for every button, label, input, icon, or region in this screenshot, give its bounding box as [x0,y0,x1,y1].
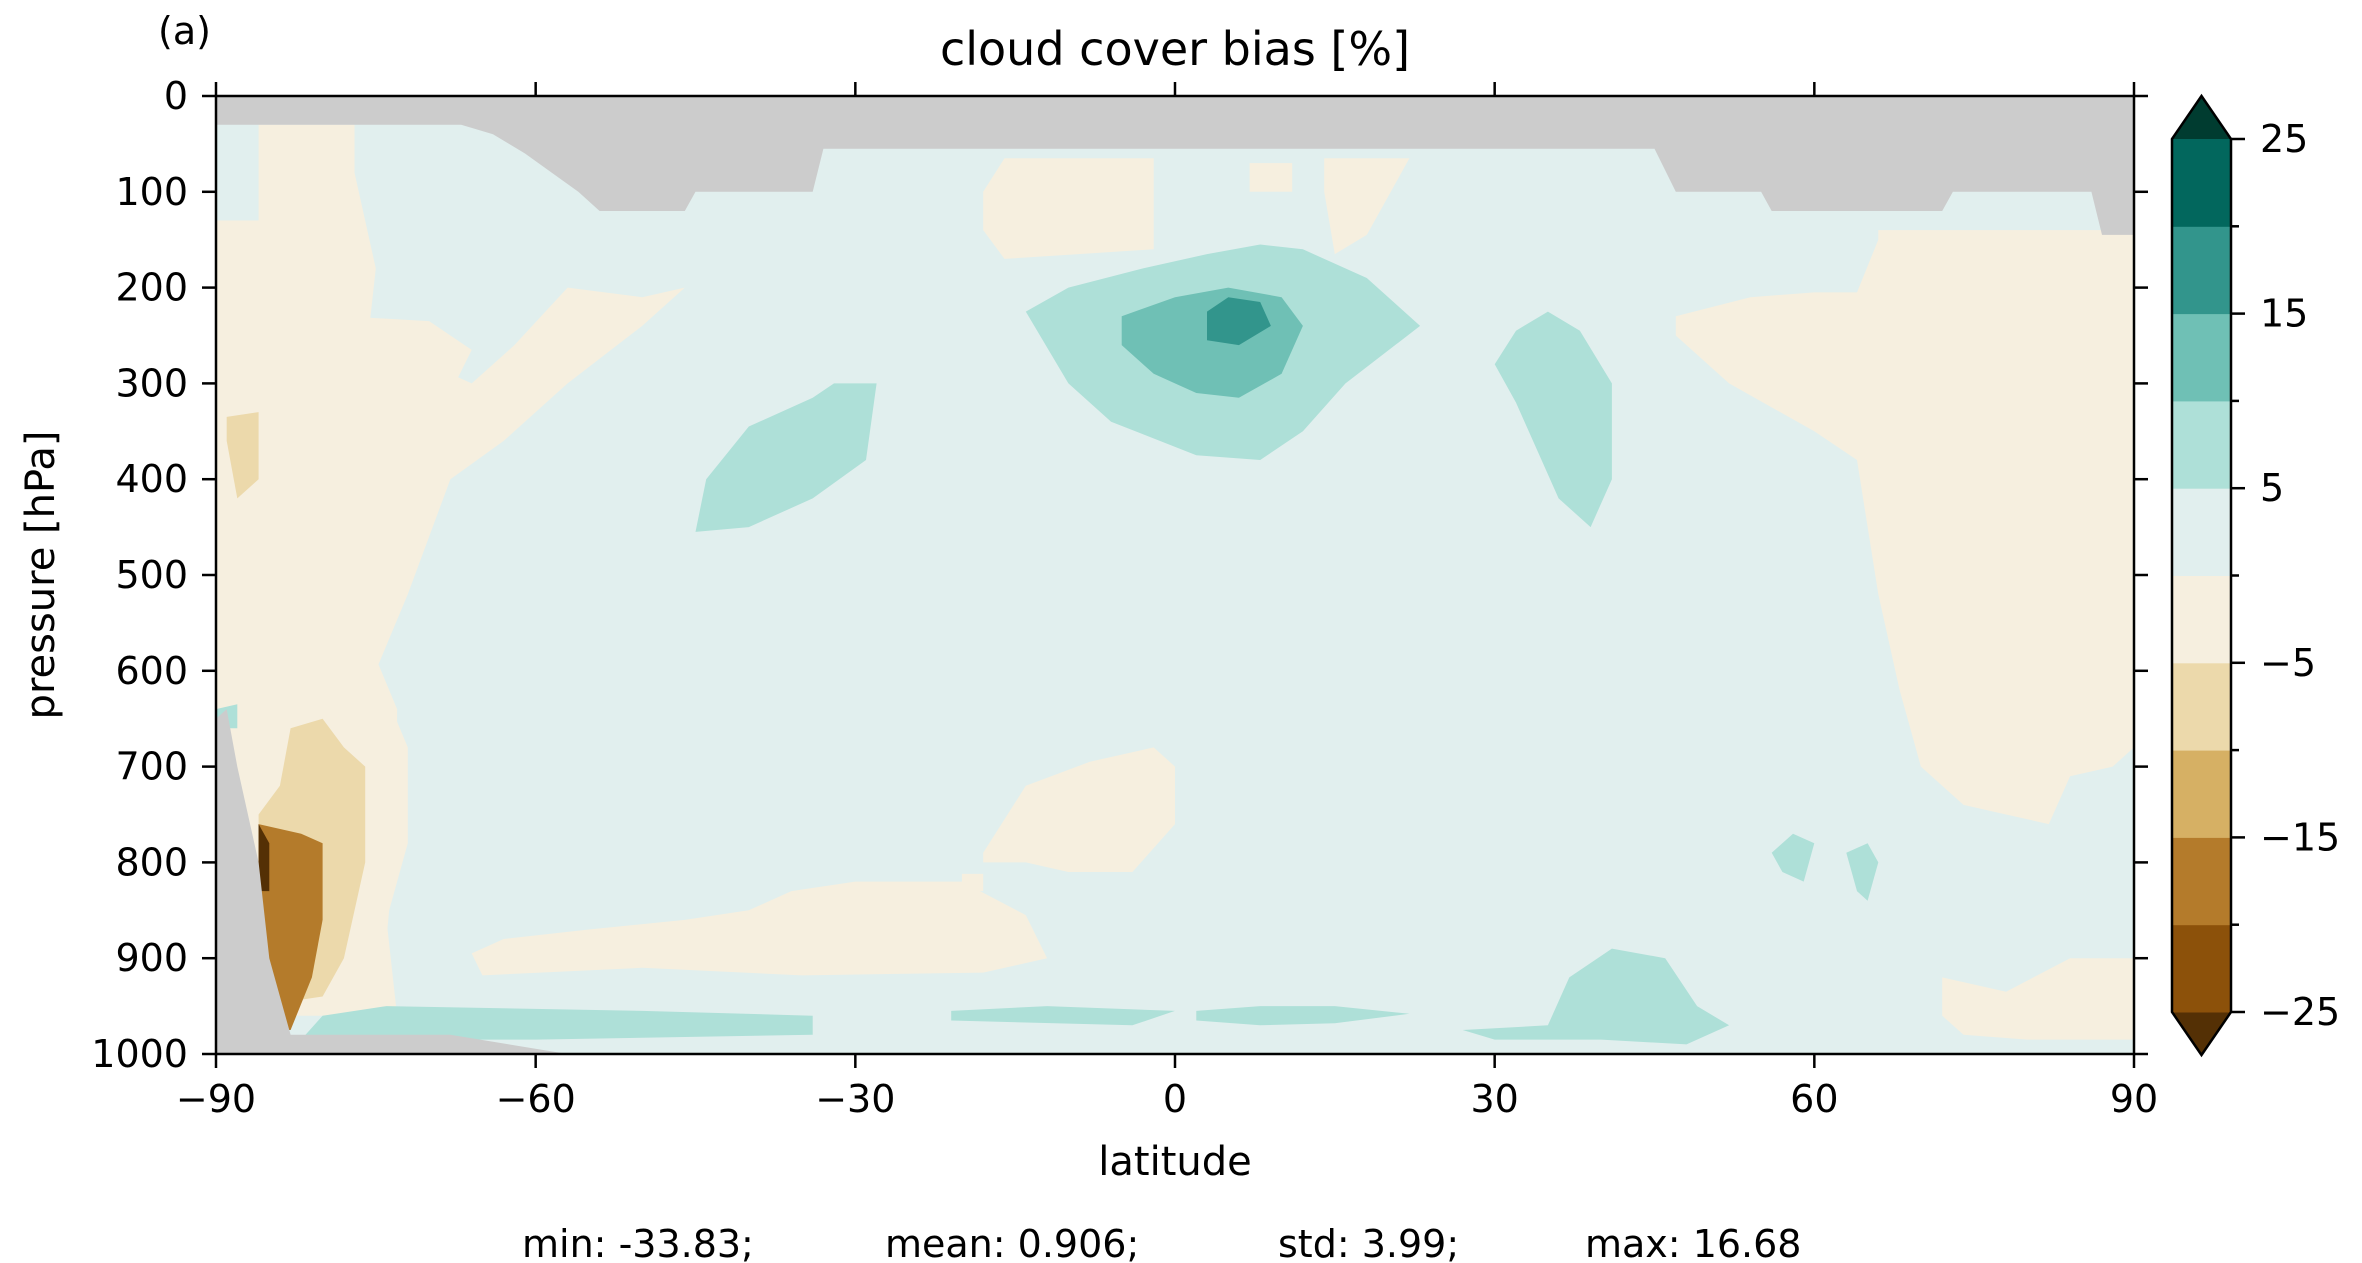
contour-regions [216,96,2134,1054]
colorbar-swatch [2172,924,2231,1013]
contour-region [695,383,877,532]
colorbar-tick-label: −25 [2260,990,2340,1034]
plot-area: −90 −60 −30 0 30 60 90 0 100 200 300 400 500 600 700 8… [91,74,2158,1121]
colorbar-swatch [2172,750,2231,838]
colorbar-tick-label: 15 [2260,292,2308,336]
y-tick-label: 800 [115,840,188,884]
colorbar: 25 15 5 −5 −15 −25 [2170,93,2340,1058]
colorbar-swatch [2172,400,2231,489]
contour-region [1846,843,1879,901]
colorbar-swatch [2172,488,2231,576]
contour-region [1899,407,2102,508]
chart-title: cloud cover bias [%] [940,22,1410,76]
contour-region [301,1006,813,1040]
contour-background [216,96,2134,1054]
y-tick-label: 200 [115,266,188,310]
stat-mean: mean: 0.906; [885,1222,1139,1263]
stats-line: min: -33.83; mean: 0.906; std: 3.99; max… [522,1222,1801,1263]
colorbar-tick-label: −15 [2260,815,2340,859]
x-tick-label: 60 [1790,1077,1838,1121]
missing-data-region [216,96,2134,235]
y-axis-ticks: 0 100 200 300 400 500 600 700 800 900 1000 [91,74,2148,1076]
contour-region [258,824,270,892]
contour-region [983,158,1154,259]
colorbar-swatch [2172,575,2231,664]
x-axis-label: latitude [1098,1139,1251,1185]
y-tick-label: 300 [115,361,188,405]
y-tick-label: 400 [115,457,188,501]
colorbar-swatch [2172,662,2231,751]
colorbar-tick-label: 25 [2260,117,2308,161]
contour-region [1494,311,1612,528]
stat-max: max: 16.68 [1585,1222,1801,1263]
contour-region [1207,297,1271,346]
contour-region [1249,163,1293,192]
x-tick-label: 0 [1163,1077,1187,1121]
contour-region [1324,158,1410,255]
stat-min: min: -33.83; [522,1222,754,1263]
colorbar-tick-label: −5 [2260,641,2316,685]
contour-region [1771,833,1815,882]
y-axis-label: pressure [hPa] [18,431,64,720]
contour-region [1675,230,2134,825]
x-tick-label: 90 [2110,1077,2158,1121]
y-tick-label: 100 [115,170,188,214]
x-tick-label: −30 [815,1077,895,1121]
y-tick-label: 1000 [91,1032,188,1076]
y-tick-label: 600 [115,649,188,693]
x-tick-label: 30 [1470,1077,1518,1121]
stat-std: std: 3.99; [1278,1222,1459,1263]
subplot-label: (a) [158,9,211,53]
x-tick-label: −90 [176,1077,256,1121]
colorbar-swatch [2172,139,2231,227]
y-tick-label: 0 [164,74,188,118]
x-tick-label: −60 [496,1077,576,1121]
y-tick-label: 500 [115,553,188,597]
missing-data-region [216,709,568,1054]
contour-region [226,412,259,499]
contour-region [471,881,1048,976]
x-axis-ticks: −90 −60 −30 0 30 60 90 [176,82,2158,1121]
colorbar-extend-over [2172,96,2231,139]
contour-region [961,873,984,892]
y-tick-label: 900 [115,936,188,980]
contour-region [983,747,1175,872]
contour-region [2070,1001,2134,1035]
contour-region [1462,948,1730,1045]
colorbar-swatch [2172,313,2231,402]
y-tick-label: 700 [115,745,188,789]
colorbar-tick-label: 5 [2260,466,2284,510]
colorbar-swatch [2172,837,2231,926]
colorbar-extend-under [2172,1012,2231,1055]
contour-region [1196,1006,1410,1026]
colorbar-swatch [2172,226,2231,315]
contour-region [216,316,472,604]
contour-region [951,1006,1175,1026]
